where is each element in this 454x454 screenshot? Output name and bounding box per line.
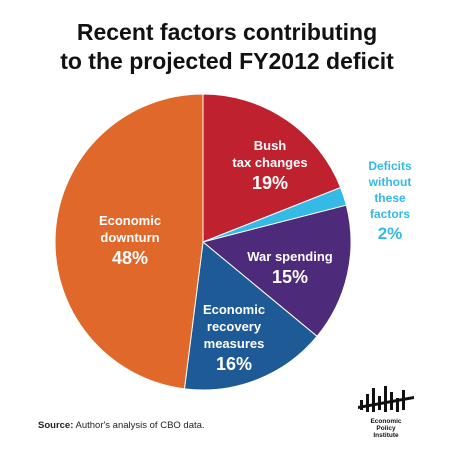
slice-value-label: 16% <box>216 354 252 374</box>
epi-logo <box>358 386 414 412</box>
source-text: Author's analysis of CBO data. <box>73 420 205 431</box>
pie-labels: Bush tax changes 19% Deficits without these fa… <box>99 138 412 374</box>
pie-slice <box>183 241 318 391</box>
pie-slice <box>202 93 342 243</box>
pie-slices <box>54 93 352 391</box>
logo-line: Policy <box>376 425 396 432</box>
slice-label: Deficits without these factors 2% <box>368 159 412 243</box>
source-label: Source: <box>38 420 74 431</box>
title-line-2: to the projected FY2012 deficit <box>60 48 394 74</box>
logo-line: Economic <box>370 418 402 425</box>
logo-text: Economic Policy Institute <box>360 418 412 439</box>
slice-value-label: 19% <box>252 173 288 193</box>
title-line-1: Recent factors contributing <box>76 19 378 45</box>
pie-slice <box>54 93 204 390</box>
source-note: Source: Author's analysis of CBO data. <box>38 420 205 431</box>
slice-value-label: 48% <box>112 248 148 268</box>
slice-label: War spending 15% <box>247 249 333 287</box>
slice-value-label: 15% <box>272 267 308 287</box>
logo-line: Institute <box>373 432 399 439</box>
chart-title: Recent factors contributing to the proje… <box>0 18 454 76</box>
slice-label: Economic recovery measures 16% <box>203 302 265 374</box>
pie-slice <box>201 204 352 338</box>
slice-value-label: 2% <box>378 224 403 243</box>
slice-label: Economic downturn 48% <box>99 213 161 268</box>
slice-label: Bush tax changes 19% <box>232 138 307 193</box>
